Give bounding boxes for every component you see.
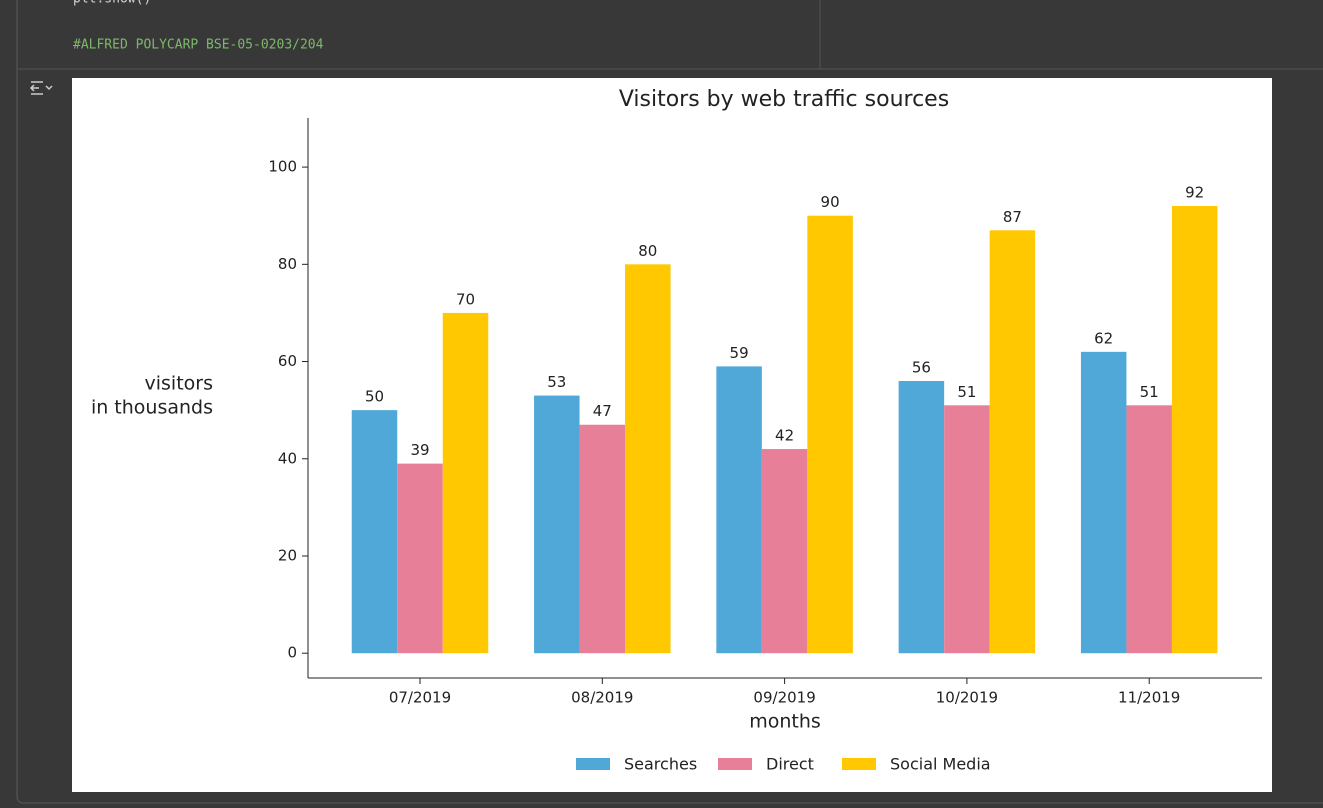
bar [898,380,945,654]
chart-background [72,78,1272,792]
legend-label: Direct [766,755,814,774]
value-label: 51 [957,383,976,401]
bar [1171,205,1218,654]
code-line: plt.show() [73,0,151,7]
bar [351,410,398,654]
value-label: 56 [912,358,931,376]
bar [534,395,580,654]
value-label: 42 [775,427,794,445]
value-label: 90 [821,193,840,211]
bar [1126,405,1172,654]
value-label: 53 [547,373,566,391]
bar [397,463,443,654]
value-label: 70 [456,290,475,308]
x-tick-label: 10/2019 [936,689,998,707]
value-label: 92 [1185,183,1204,201]
x-axis-label: months [749,711,821,733]
value-label: 62 [1094,329,1113,347]
x-tick-label: 11/2019 [1118,689,1180,707]
legend-swatch [576,758,610,770]
y-tick-label: 20 [278,546,297,564]
y-tick-label: 60 [278,352,297,370]
y-tick-label: 100 [268,158,297,176]
bar [761,449,808,654]
bar [807,215,853,654]
code-comment: #ALFRED POLYCARP BSE-05-0203/204 [73,38,324,53]
value-label: 59 [730,344,749,362]
value-label: 47 [593,402,612,420]
bar [442,312,489,654]
value-label: 51 [1140,383,1159,401]
x-tick-label: 07/2019 [389,689,451,707]
bar [625,264,671,654]
bar [1080,351,1127,654]
x-tick-label: 09/2019 [753,689,815,707]
legend-swatch [718,758,752,770]
x-tick-label: 08/2019 [571,689,633,707]
bar [716,366,762,654]
legend-swatch [842,758,876,770]
legend-label: Social Media [890,755,991,774]
bar [989,230,1036,654]
y-tick-label: 40 [278,449,297,467]
y-tick-label: 80 [278,255,297,273]
value-label: 50 [365,388,384,406]
legend-label: Searches [624,755,697,774]
bar [579,424,626,654]
y-axis-label: in thousands [91,397,213,419]
chart-title: Visitors by web traffic sources [619,87,949,112]
value-label: 80 [638,242,657,260]
output-icon[interactable] [29,81,53,95]
value-label: 39 [410,441,429,459]
y-tick-label: 0 [287,644,297,662]
bar [944,405,990,654]
y-axis-label: visitors [145,373,214,395]
value-label: 87 [1003,208,1022,226]
